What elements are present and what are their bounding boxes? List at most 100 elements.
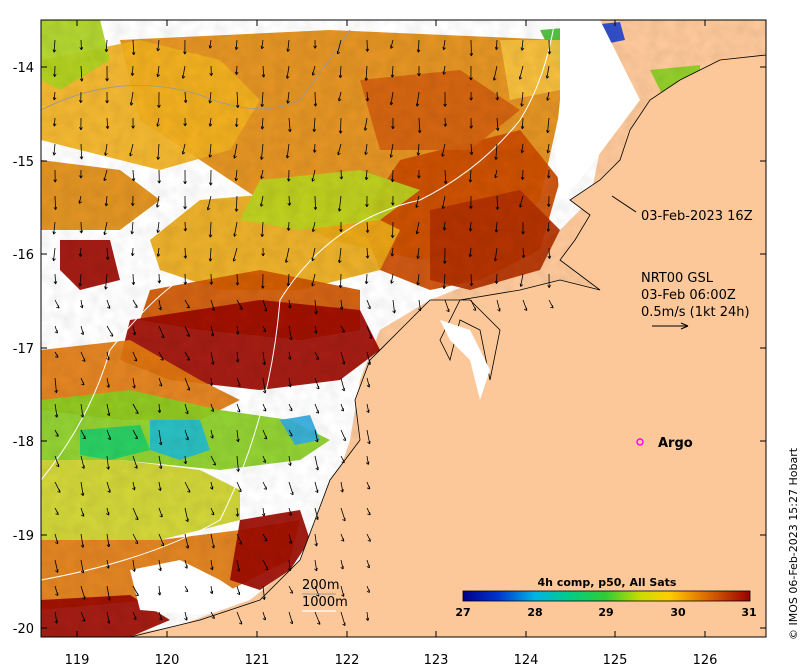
- current-vector: [236, 299, 243, 310]
- current-vector: [183, 39, 187, 55]
- current-vector: [443, 169, 448, 185]
- current-vector: [261, 273, 265, 289]
- current-vector: [288, 533, 292, 544]
- current-vector: [469, 117, 473, 129]
- current-vector: [260, 91, 265, 108]
- timestamp-leader-line: [611, 195, 637, 213]
- current-vector: [366, 507, 371, 516]
- current-vector: [286, 143, 290, 159]
- current-vector: [366, 585, 370, 593]
- isobath-1000m-west: [41, 279, 181, 481]
- current-vector: [260, 221, 265, 238]
- current-vector: [338, 273, 343, 289]
- current-vector: [105, 247, 110, 260]
- current-vector: [287, 299, 292, 309]
- current-vector: [262, 533, 268, 542]
- current-vector: [495, 117, 500, 131]
- current-vector: [286, 273, 291, 287]
- current-vector: [260, 195, 264, 207]
- current-vector: [313, 143, 317, 153]
- current-vector: [79, 65, 84, 82]
- current-vector: [184, 299, 190, 309]
- current-vector: [469, 91, 473, 101]
- current-vector: [54, 299, 60, 309]
- current-vector: [80, 377, 85, 386]
- no-data-coastal-gap: [440, 320, 490, 400]
- current-vector: [207, 195, 212, 211]
- current-vector: [262, 377, 267, 394]
- lon-tick-label: 123: [424, 653, 449, 668]
- current-vector: [366, 533, 371, 542]
- current-vector: [288, 455, 292, 466]
- current-vector: [391, 195, 395, 206]
- current-vector: [286, 39, 290, 52]
- current-vector: [158, 351, 164, 361]
- current-vector: [235, 351, 240, 363]
- current-vector: [158, 533, 165, 547]
- lon-tick-label: 125: [603, 653, 628, 668]
- current-vector: [337, 143, 342, 156]
- current-vector: [54, 403, 59, 418]
- current-vector: [233, 143, 238, 159]
- current-vector: [183, 117, 187, 127]
- colorbar-tick-label: 28: [527, 606, 542, 619]
- current-vector: [208, 221, 213, 238]
- current-vector: [288, 559, 292, 572]
- current-vector: [314, 377, 320, 390]
- isobath-200m: [41, 29, 351, 111]
- current-vector: [132, 299, 138, 308]
- current-vector: [157, 273, 162, 284]
- current-vector: [312, 117, 317, 133]
- current-vector: [339, 169, 344, 180]
- current-vector: [54, 611, 58, 624]
- current-vector: [132, 455, 138, 469]
- current-vector: [184, 585, 189, 593]
- current-vector: [339, 299, 344, 310]
- current-vector: [208, 39, 213, 49]
- current-vector: [261, 65, 266, 78]
- current-vector: [106, 325, 114, 337]
- current-vector: [340, 377, 345, 392]
- current-vector: [311, 273, 316, 287]
- current-vector: [80, 351, 86, 362]
- current-vector: [340, 507, 346, 522]
- current-vector: [522, 299, 528, 311]
- current-vector: [52, 143, 57, 156]
- current-vector: [132, 325, 136, 336]
- current-vector: [158, 559, 162, 572]
- lat-tick-label: -17: [13, 342, 34, 357]
- current-vector: [468, 247, 473, 258]
- current-vector: [184, 351, 191, 361]
- current-vector: [158, 507, 163, 518]
- current-vector: [210, 533, 215, 549]
- current-vector: [262, 559, 269, 571]
- current-vector: [338, 247, 342, 264]
- current-vector: [338, 65, 343, 79]
- current-vector: [53, 169, 57, 183]
- current-vector: [53, 195, 58, 211]
- current-vector: [158, 481, 162, 491]
- current-vector: [54, 585, 59, 597]
- current-vector: [236, 481, 242, 493]
- timestamp-label: 03-Feb-2023 16Z: [641, 209, 753, 224]
- current-vector: [106, 351, 110, 361]
- current-vector: [80, 325, 84, 335]
- current-vector: [106, 533, 111, 548]
- current-vector: [340, 481, 344, 493]
- current-vector: [132, 351, 138, 362]
- current-vector: [494, 143, 498, 160]
- current-vector: [496, 299, 501, 312]
- current-vector: [469, 39, 474, 57]
- current-vector: [469, 65, 473, 81]
- current-vector: [236, 533, 243, 545]
- current-vector: [262, 299, 268, 312]
- current-vector: [286, 221, 291, 231]
- current-vector: [418, 299, 422, 312]
- argo-label: Argo: [658, 436, 693, 451]
- current-vector: [547, 273, 551, 288]
- current-vector: [54, 507, 59, 515]
- current-vector: [262, 429, 268, 440]
- current-vector: [287, 351, 292, 360]
- current-vector: [104, 273, 108, 290]
